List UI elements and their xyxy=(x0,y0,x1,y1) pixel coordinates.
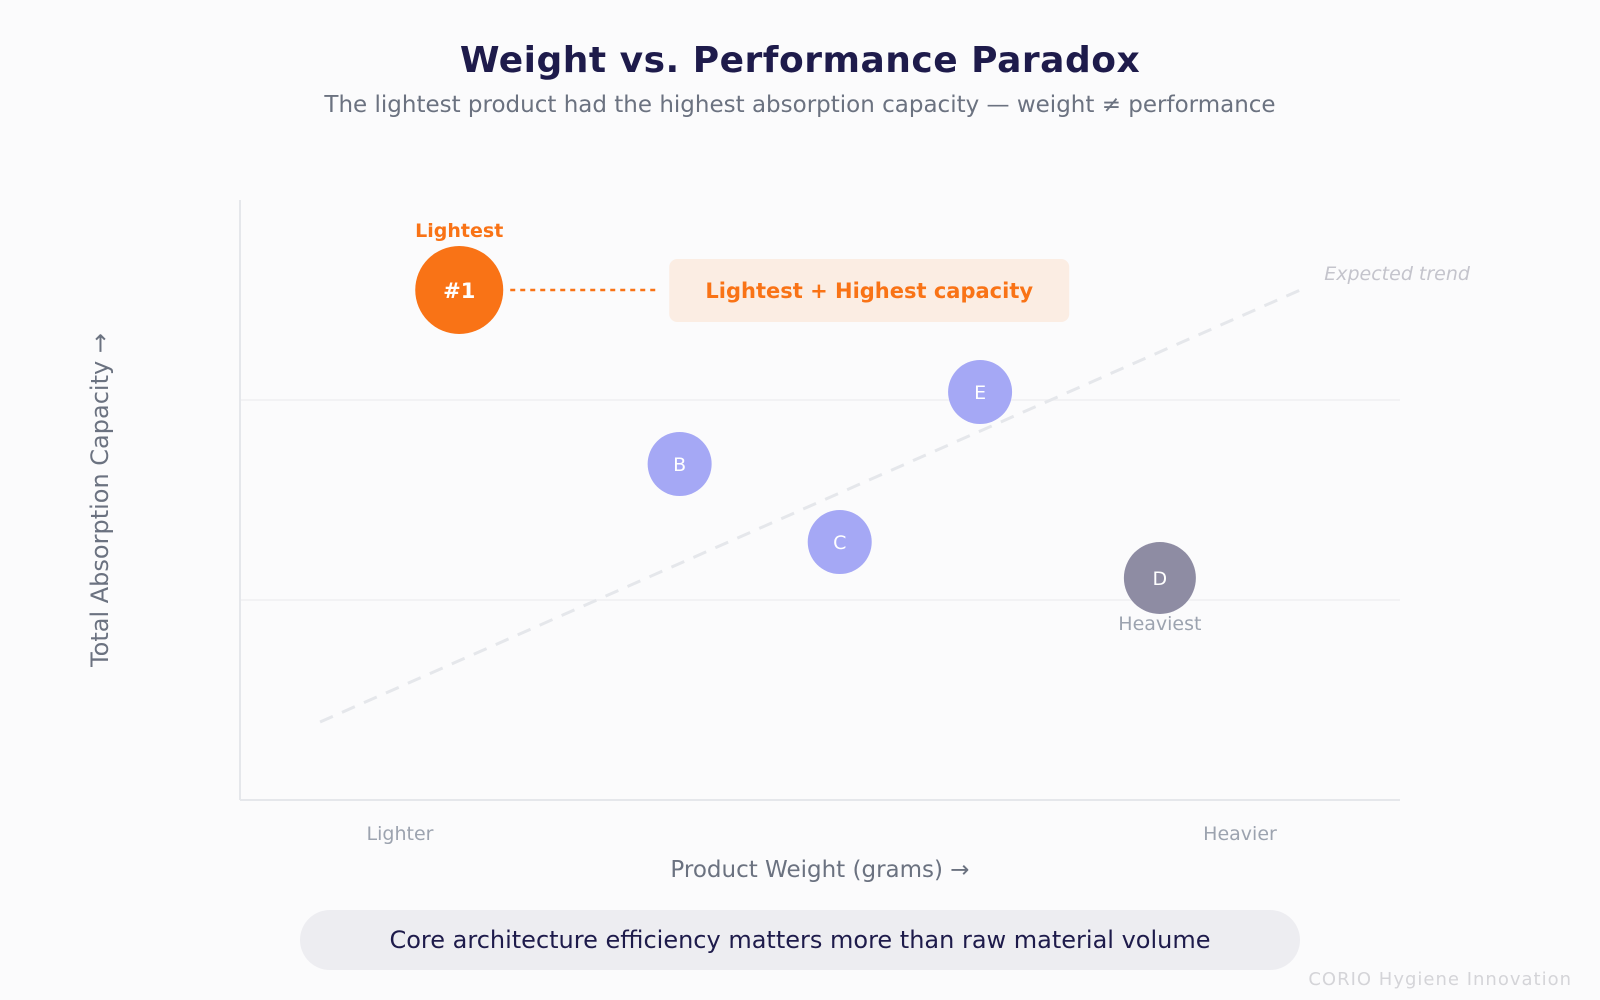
point-label-n1: #1 xyxy=(443,279,475,303)
chart-subtitle: The lightest product had the highest abs… xyxy=(324,92,1276,118)
credit-label: CORIO Hygiene Innovation xyxy=(1308,969,1572,990)
point-label-B: B xyxy=(673,454,686,476)
point-tag-heaviest: Heaviest xyxy=(1118,613,1201,635)
data-point-n1 xyxy=(415,246,504,334)
trend-label: Expected trend xyxy=(1324,263,1471,285)
x-tick-lighter: Lighter xyxy=(366,823,434,845)
insight-text: Core architecture efficiency matters mor… xyxy=(389,926,1211,954)
annotation-box xyxy=(669,259,1070,322)
point-label-E: E xyxy=(974,382,986,404)
chart-title: Weight vs. Performance Paradox xyxy=(459,40,1141,81)
data-point-D xyxy=(1123,542,1196,614)
point-label-D: D xyxy=(1153,568,1168,590)
x-tick-heavier: Heavier xyxy=(1203,823,1277,845)
point-label-C: C xyxy=(833,532,846,554)
annotation-text: Lightest + Highest capacity xyxy=(705,279,1033,303)
expected-trend-line xyxy=(319,288,1301,724)
x-axis-label: Product Weight (grams) → xyxy=(670,857,970,883)
data-point-C xyxy=(807,510,872,574)
point-tag-lightest: Lightest xyxy=(415,220,503,242)
data-point-B xyxy=(647,432,712,496)
data-point-E xyxy=(948,360,1013,424)
insight-banner: Core architecture efficiency matters mor… xyxy=(300,910,1300,970)
